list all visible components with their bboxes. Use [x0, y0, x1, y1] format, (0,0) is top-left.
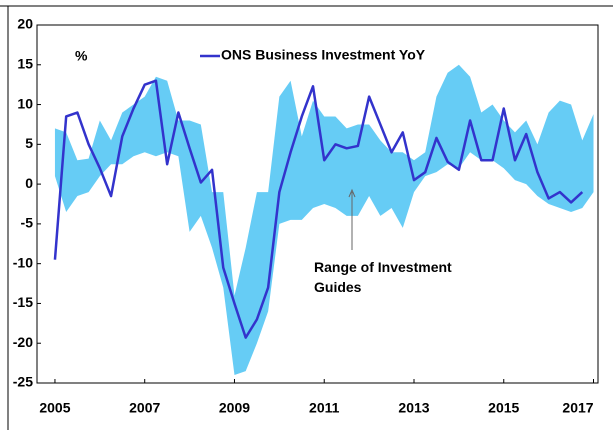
x-tick-label: 2017 [562, 400, 593, 416]
x-tick-label: 2011 [309, 400, 340, 416]
range-band [54, 64, 594, 376]
y-tick-label: 5 [25, 135, 33, 151]
x-tick-label: 2007 [129, 400, 160, 416]
x-tick-label: 2009 [219, 400, 250, 416]
y-tick-label: 15 [17, 55, 33, 71]
x-tick-label: 2013 [398, 400, 429, 416]
y-tick-label: -25 [13, 374, 33, 390]
y-tick-label: 20 [17, 16, 33, 32]
y-tick-label: -5 [21, 215, 34, 231]
y-tick-label: 0 [25, 175, 33, 191]
band-annotation: Range of Investment Guides [314, 259, 452, 295]
y-tick-label: -10 [13, 254, 33, 270]
y-tick-label: 10 [17, 95, 33, 111]
annotation-arrowhead [348, 188, 356, 198]
series-line [53, 79, 584, 339]
x-tick-label: 2005 [39, 400, 70, 416]
x-tick-label: 2015 [488, 400, 519, 416]
y-tick-label: -20 [13, 334, 33, 350]
y-tick-label: -15 [13, 294, 33, 310]
plot-frame [36, 24, 599, 384]
legend-label: ONS Business Investment YoY [221, 47, 426, 63]
y-axis-label: % [75, 48, 88, 64]
